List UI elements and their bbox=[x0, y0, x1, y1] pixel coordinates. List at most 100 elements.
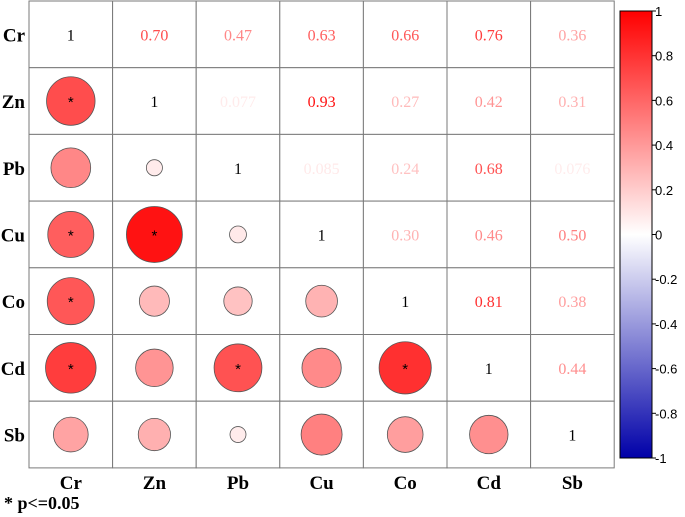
significance-marker: * bbox=[235, 361, 241, 378]
circle-Zn-Cr bbox=[46, 76, 96, 126]
cell-Sb-Sb bbox=[530, 400, 615, 469]
colorbar-tick-label: -0.6 bbox=[655, 362, 677, 377]
circle-Cu-Pb bbox=[229, 225, 247, 244]
value-Cu-Co: 0.30 bbox=[391, 227, 419, 244]
value-Cr-Cu: 0.63 bbox=[308, 27, 336, 44]
significance-marker: * bbox=[68, 94, 74, 111]
colorbar-tick-label: 0.8 bbox=[655, 49, 673, 64]
value-Cd-Sb: 0.44 bbox=[558, 361, 586, 378]
colorbar-tick-label: 0 bbox=[655, 228, 662, 243]
cell-Cr-Zn bbox=[112, 0, 197, 69]
colorbar: -1 -0.8 -0.6 -0.4 -0.2 0 0.2 0.4 0.6 0.8 1 bbox=[619, 4, 677, 466]
value-Cr-Sb: 0.36 bbox=[558, 27, 586, 44]
colorbar-tick-label: 1 bbox=[655, 4, 662, 19]
column-label-Cr: Cr bbox=[60, 473, 83, 494]
row-labels: Cr Zn Pb Cu Co Cd Sb bbox=[1, 25, 26, 446]
row-label-Co: Co bbox=[2, 292, 25, 313]
value-Cr-Co: 0.66 bbox=[391, 27, 419, 44]
diagonal-value: 1 bbox=[67, 27, 75, 44]
value-Zn-Sb: 0.31 bbox=[558, 94, 586, 111]
cell-Zn-Sb bbox=[530, 67, 615, 135]
value-Co-Sb: 0.38 bbox=[558, 294, 586, 311]
circle-Cd-Co bbox=[378, 341, 432, 395]
significance-marker: * bbox=[402, 361, 408, 378]
cell-Cd-Sb bbox=[530, 334, 615, 402]
cell-Pb-Pb bbox=[195, 133, 281, 202]
value-Cu-Sb: 0.50 bbox=[558, 227, 586, 244]
value-Cu-Cd: 0.46 bbox=[475, 227, 503, 244]
circle-Cd-Cr bbox=[45, 342, 97, 394]
circle-Cd-Zn bbox=[135, 348, 174, 388]
row-label-Pb: Pb bbox=[3, 159, 25, 180]
circle-Pb-Zn bbox=[145, 159, 163, 177]
circle-Co-Cr bbox=[46, 277, 95, 326]
circle-Cu-Zn bbox=[126, 206, 183, 263]
diagonal-value: 1 bbox=[401, 294, 409, 311]
column-label-Cu: Cu bbox=[309, 473, 334, 494]
row-label-Zn: Zn bbox=[2, 92, 26, 113]
diagonal-value: 1 bbox=[568, 428, 576, 445]
row-label-Cu: Cu bbox=[1, 225, 26, 246]
colorbar-tick-label: 0.6 bbox=[655, 93, 673, 108]
cell-Zn-Pb bbox=[195, 67, 281, 135]
cell-Co-Sb bbox=[530, 267, 615, 335]
value-Zn-Pb: 0.077 bbox=[220, 94, 256, 111]
cell-Pb-Co bbox=[362, 133, 448, 202]
value-Co-Cd: 0.81 bbox=[475, 294, 503, 311]
column-label-Cd: Cd bbox=[477, 473, 502, 494]
column-label-Sb: Sb bbox=[562, 473, 583, 494]
colorbar-tick-label: -0.4 bbox=[655, 317, 677, 332]
cell-Cr-Co bbox=[362, 0, 448, 69]
cell-Pb-Cd bbox=[446, 133, 532, 202]
significance-footnote: * p<=0.05 bbox=[4, 493, 80, 513]
significance-marker: * bbox=[68, 294, 74, 311]
diagonal-value: 1 bbox=[150, 94, 158, 111]
cell-Cr-Pb bbox=[195, 0, 281, 69]
circle-Co-Cu bbox=[305, 284, 338, 318]
circle-Co-Pb bbox=[223, 286, 253, 316]
circle-Cd-Pb bbox=[213, 343, 263, 393]
circle-Cd-Cu bbox=[301, 347, 342, 388]
column-label-Pb: Pb bbox=[227, 473, 249, 494]
value-Pb-Co: 0.24 bbox=[391, 161, 419, 178]
value-Cr-Pb: 0.47 bbox=[224, 27, 252, 44]
value-Zn-Co: 0.27 bbox=[391, 94, 419, 111]
circle-Pb-Cr bbox=[50, 147, 92, 189]
circle-Sb-Zn bbox=[137, 418, 171, 452]
correlation-circles: * * * * * * * bbox=[45, 76, 509, 456]
circle-Sb-Cr bbox=[53, 416, 89, 453]
cell-Pb-Cu bbox=[279, 133, 364, 202]
colorbar-tick-label: 0.2 bbox=[655, 183, 673, 198]
cell-Pb-Sb bbox=[530, 133, 615, 202]
circle-Sb-Co bbox=[386, 416, 424, 453]
cell-Cu-Sb bbox=[530, 200, 615, 269]
value-Zn-Cu: 0.93 bbox=[308, 94, 336, 111]
colorbar-gradient bbox=[619, 10, 653, 459]
cell-Cr-Cr bbox=[28, 0, 114, 69]
column-labels: Cr Zn Pb Cu Co Cd Sb bbox=[60, 473, 583, 494]
circle-Sb-Cd bbox=[469, 414, 509, 455]
column-label-Zn: Zn bbox=[143, 473, 167, 494]
column-label-Co: Co bbox=[394, 473, 417, 494]
cell-Zn-Cd bbox=[446, 67, 532, 135]
diagonal-value: 1 bbox=[318, 227, 326, 244]
value-Pb-Sb: 0.076 bbox=[554, 161, 590, 178]
row-label-Sb: Sb bbox=[4, 426, 25, 447]
value-Zn-Cd: 0.42 bbox=[475, 94, 503, 111]
circle-Sb-Cu bbox=[300, 413, 343, 456]
colorbar-tick-label: 0.4 bbox=[655, 138, 673, 153]
circle-Sb-Pb bbox=[229, 426, 247, 443]
cell-Cu-Cd bbox=[446, 200, 532, 269]
cell-Cd-Cu bbox=[279, 334, 364, 402]
circle-Cu-Cr bbox=[47, 211, 95, 258]
row-label-Cd: Cd bbox=[1, 359, 26, 380]
colorbar-tick-label: -0.8 bbox=[655, 406, 677, 421]
value-Pb-Cu: 0.085 bbox=[304, 161, 340, 178]
circle-Co-Zn bbox=[138, 285, 170, 317]
row-label-Cr: Cr bbox=[3, 25, 26, 46]
cell-Zn-Co bbox=[362, 67, 448, 135]
significance-marker: * bbox=[68, 227, 74, 244]
colorbar-tick-label: -1 bbox=[655, 451, 667, 466]
significance-marker: * bbox=[151, 227, 157, 244]
